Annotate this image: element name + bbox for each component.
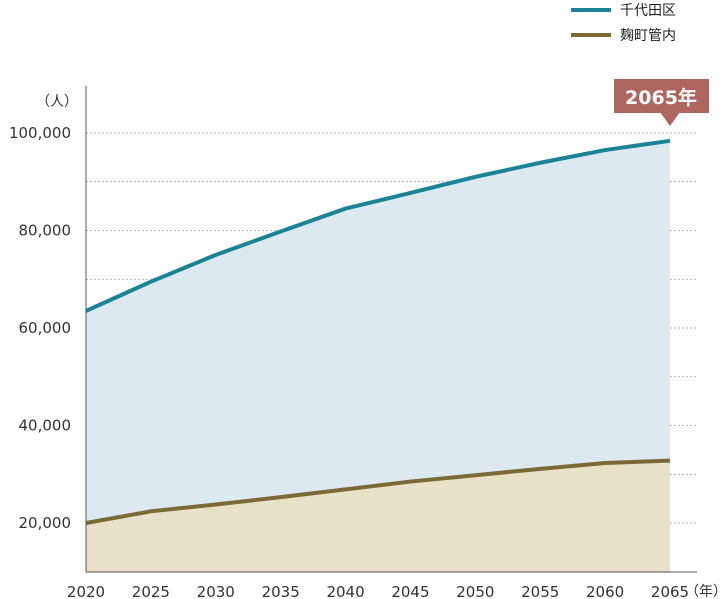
series-line-chiyoda (85, 138, 671, 313)
x-tick-label: 2020 (67, 583, 105, 599)
x-tick-label: 2060 (586, 583, 624, 599)
x-tick-label: 2035 (262, 583, 300, 599)
x-tick-label: 2030 (197, 583, 235, 599)
callout-pointer (660, 112, 680, 126)
series-lines (85, 138, 671, 525)
y-tick-label: 100,000 (9, 124, 71, 142)
y-axis-unit: （人） (36, 94, 78, 110)
x-tick-label: 2050 (456, 583, 494, 599)
legend-label: 麹町管内 (620, 27, 676, 44)
y-tick-labels: 20,000 40,000 60,000 80,000 100,000 (9, 124, 71, 532)
x-tick-label: 2055 (521, 583, 559, 599)
y-tick-label: 40,000 (19, 417, 72, 435)
legend-label: 千代田区 (620, 3, 676, 19)
series-line-kojimachi (85, 458, 671, 525)
x-tick-label: 2065 (651, 583, 689, 599)
callout-label: 2065年 (625, 86, 697, 109)
x-tick-labels: 2020 2025 2030 2035 2040 2045 2050 2055 2060 2065 (67, 583, 689, 599)
x-tick-label: 2045 (391, 583, 429, 599)
x-tick-label: 2040 (326, 583, 364, 599)
x-tick-label: 2025 (132, 583, 170, 599)
axes (85, 86, 697, 573)
annotation-callout: 2065年 (614, 79, 709, 126)
x-axis-unit: （年） (685, 584, 720, 599)
callout-box (614, 79, 709, 113)
area-chiyoda (86, 140, 670, 573)
y-tick-label: 20,000 (19, 514, 72, 532)
y-tick-label: 60,000 (19, 319, 72, 337)
y-tick-label: 80,000 (19, 222, 72, 240)
area-kojimachi (86, 460, 670, 572)
area-fills (86, 140, 670, 573)
